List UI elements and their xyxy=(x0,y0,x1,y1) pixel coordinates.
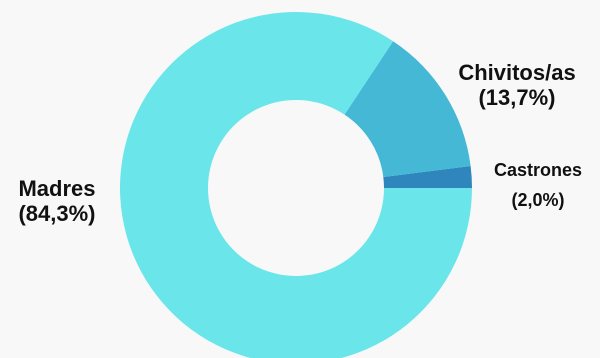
slice-label-chivitos-value: (13,7%) xyxy=(478,85,555,110)
slice-label-castrones-value: (2,0%) xyxy=(511,190,564,210)
slice-label-madres: Madres (84,3%) xyxy=(18,176,95,226)
donut-slice-chivitos-as xyxy=(344,41,471,177)
slice-label-castrones: Castrones (2,0%) xyxy=(494,160,582,210)
donut-slice-madres xyxy=(120,12,472,358)
slice-label-castrones-name: Castrones xyxy=(494,160,582,180)
slice-label-madres-name: Madres xyxy=(18,176,95,201)
slice-label-madres-value: (84,3%) xyxy=(18,201,95,226)
donut-slice-castrones xyxy=(383,165,472,188)
slice-label-chivitos: Chivitos/as (13,7%) xyxy=(458,60,575,110)
slice-label-chivitos-name: Chivitos/as xyxy=(458,60,575,85)
donut-slices xyxy=(120,12,472,358)
